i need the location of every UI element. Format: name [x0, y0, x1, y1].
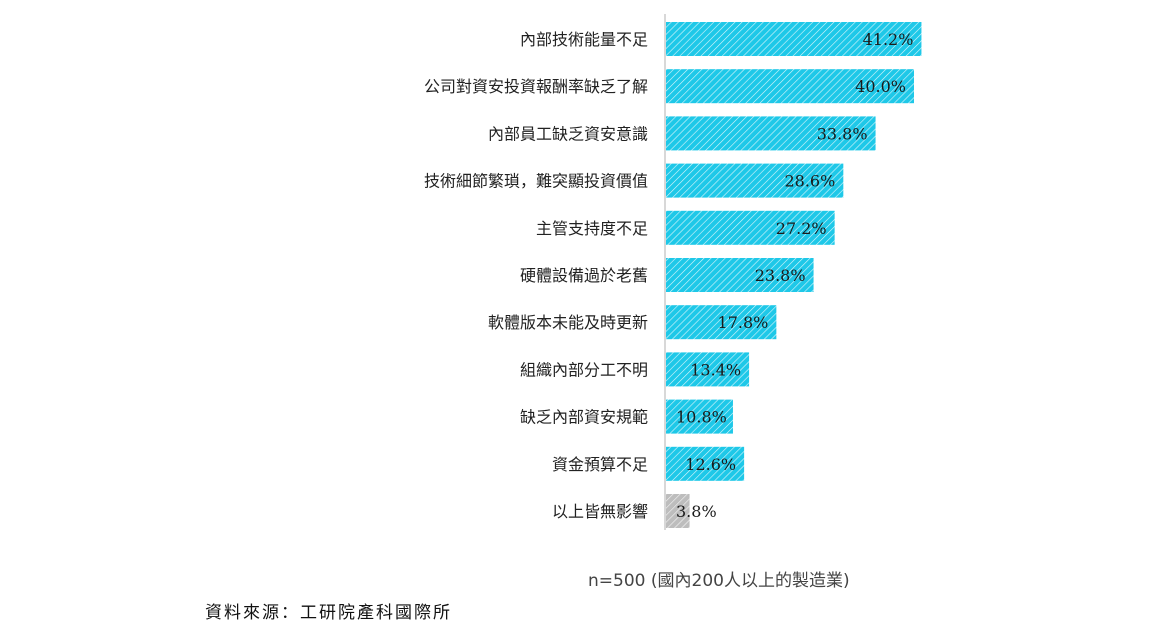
bar-4 [666, 163, 844, 198]
value-label: 33.8% [817, 124, 868, 143]
value-label: 12.6% [685, 455, 736, 474]
value-label: 13.4% [690, 360, 741, 379]
category-label: 以上皆無影響 [552, 502, 648, 521]
category-label: 主管支持度不足 [536, 219, 648, 238]
bar-10 [666, 446, 745, 481]
category-label: 缺乏內部資安規範 [520, 408, 648, 427]
bar-9 [666, 399, 733, 434]
value-label: 10.8% [676, 408, 727, 427]
bar-11 [666, 494, 690, 528]
value-label: 17.8% [718, 313, 769, 332]
category-label: 組織內部分工不明 [520, 360, 648, 379]
value-label: 3.8% [676, 502, 717, 521]
bar-7 [666, 305, 777, 340]
bar-2 [666, 69, 914, 104]
category-label: 軟體版本未能及時更新 [488, 313, 648, 332]
bar-5 [666, 210, 835, 245]
category-label: 公司對資安投資報酬率缺乏了解 [424, 77, 648, 96]
value-label: 40.0% [855, 77, 906, 96]
sample-note: n=500 (國內200人以上的製造業) [588, 571, 850, 591]
bar-8 [666, 352, 750, 387]
category-label: 內部員工缺乏資安意識 [488, 124, 648, 143]
bar-3 [666, 116, 876, 151]
category-label: 硬體設備過於老舊 [520, 266, 648, 285]
value-label: 23.8% [755, 266, 806, 285]
category-label: 內部技術能量不足 [520, 30, 648, 49]
bar-6 [666, 258, 814, 292]
value-label: 27.2% [776, 219, 827, 238]
category-label: 資金預算不足 [552, 455, 648, 474]
category-label: 技術細節繁瑣，難突顯投資價值 [424, 172, 648, 191]
value-label: 41.2% [863, 30, 914, 49]
bars-group: 內部技術能量不足 41.2% 公司對資安投資報酬率缺乏了解 40.0% 內部員工缺乏資安… [424, 22, 922, 528]
bar-chart: 內部技術能量不足 41.2% 公司對資安投資報酬率缺乏了解 40.0% 內部員工缺乏資安… [424, 14, 922, 530]
bar-1 [666, 22, 922, 56]
value-label: 28.6% [784, 172, 835, 191]
source-caption: 資料來源：工研院產科國際所 [205, 603, 452, 623]
